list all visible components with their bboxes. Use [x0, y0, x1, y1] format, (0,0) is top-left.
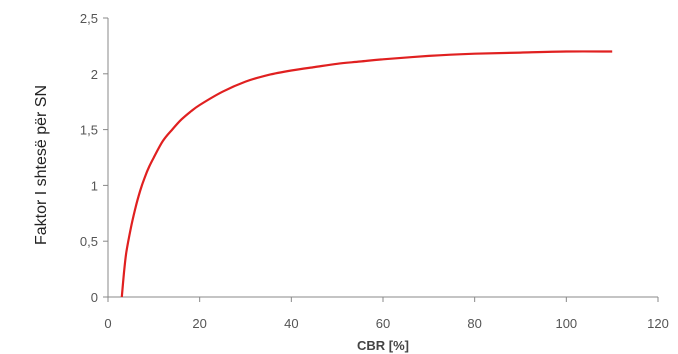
- x-tick-label: 0: [104, 316, 111, 331]
- series-line: [120, 50, 613, 298]
- y-tick-label: 0: [91, 290, 98, 305]
- y-tick-label: 1: [91, 178, 98, 193]
- x-tick-label: 20: [192, 316, 206, 331]
- y-axis-title: Faktor I shtesë për SN: [33, 85, 50, 245]
- y-tick-label: 1,5: [80, 123, 98, 138]
- y-tick-label: 2,5: [80, 11, 98, 26]
- y-tick-label: 2: [91, 67, 98, 82]
- y-axis-ticks: 0 0,5 1 1,5 2 2,5: [80, 11, 108, 305]
- x-tick-label: 40: [284, 316, 298, 331]
- x-axis-ticks: 0 20 40 60 80 100 120: [104, 297, 669, 331]
- x-tick-label: 100: [555, 316, 577, 331]
- x-tick-label: 120: [647, 316, 669, 331]
- y-tick-label: 0,5: [80, 234, 98, 249]
- x-tick-label: 80: [467, 316, 481, 331]
- x-tick-label: 60: [376, 316, 390, 331]
- x-axis-title: CBR [%]: [357, 338, 409, 353]
